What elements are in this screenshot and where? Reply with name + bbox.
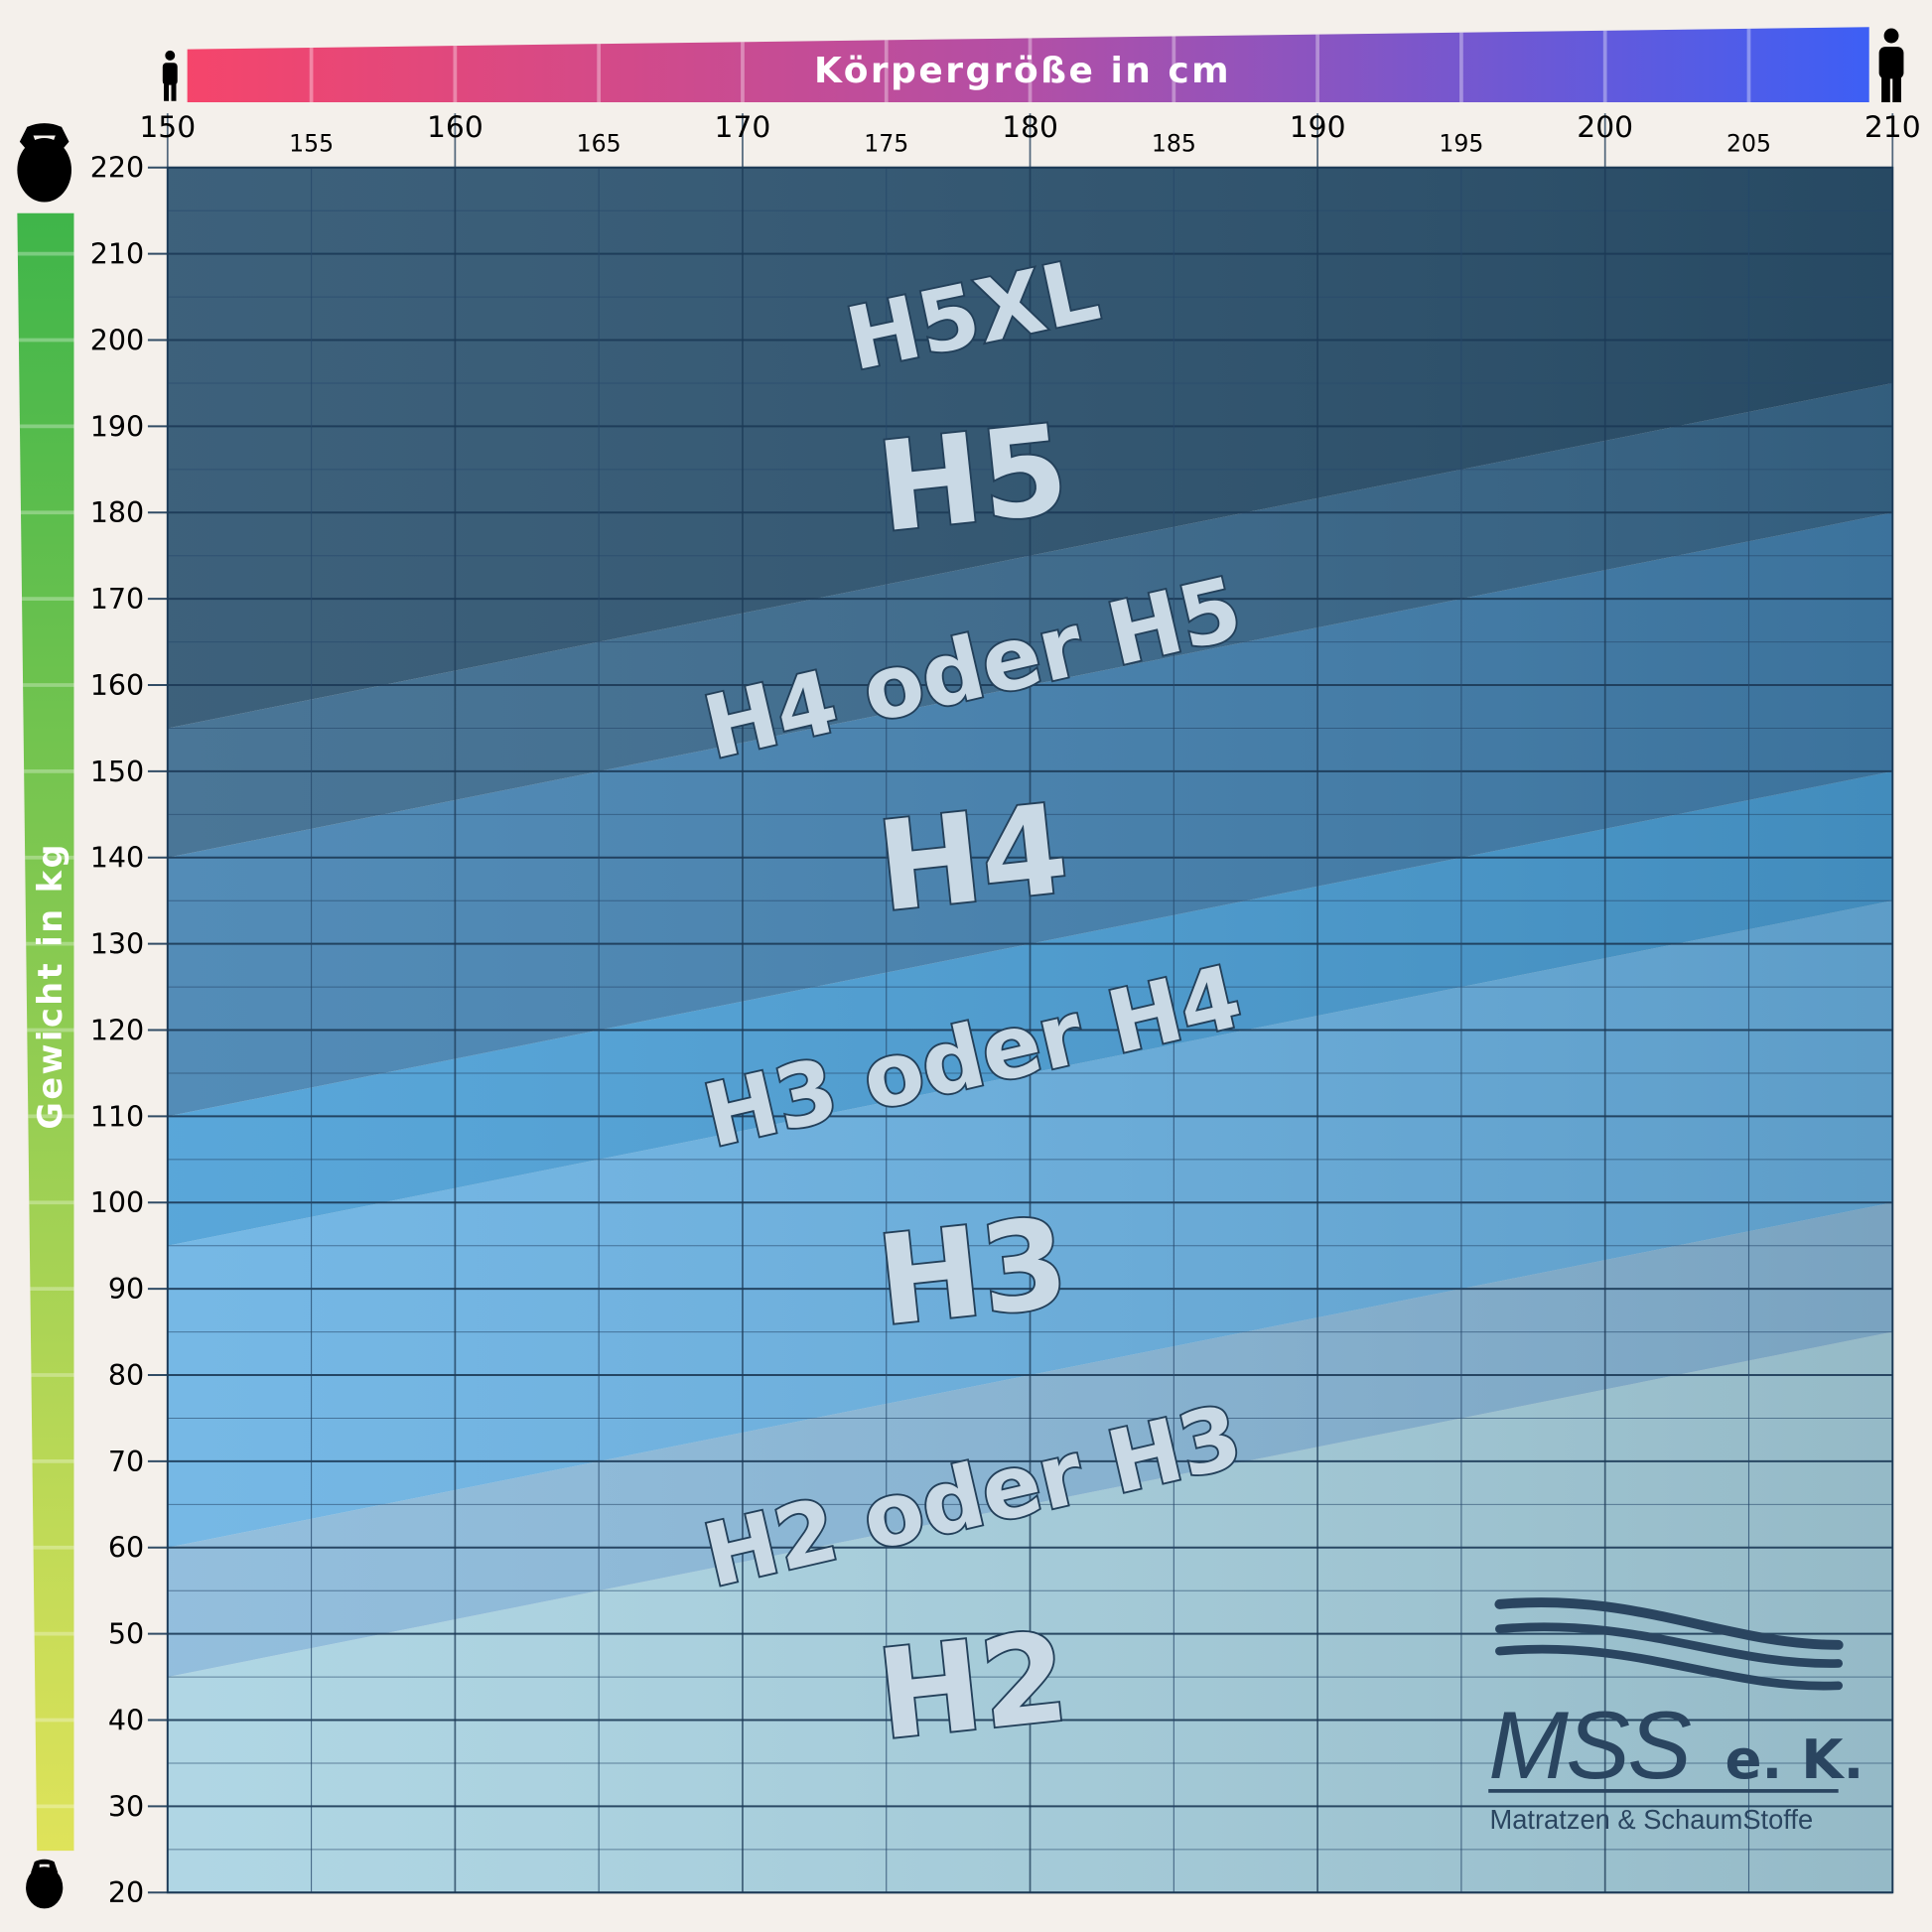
- plot-border: [166, 166, 1894, 1894]
- logo-tagline: Matratzen & SchaumStoffe: [1489, 1804, 1813, 1835]
- kettlebell-large-icon: [17, 123, 71, 203]
- x-axis-title: Körpergröße in cm: [814, 51, 1231, 91]
- height-bar: [187, 27, 1869, 103]
- logo-name: MSS: [1488, 1691, 1691, 1799]
- grid: [147, 113, 1894, 1894]
- x-tick-label: 160: [427, 110, 483, 145]
- x-tick-label: 210: [1864, 110, 1921, 145]
- x-tick-label: 190: [1290, 110, 1346, 145]
- x-tick-label: 175: [864, 130, 908, 158]
- y-tick-label: 30: [108, 1790, 144, 1823]
- person-small-icon: [162, 50, 178, 101]
- y-tick-label: 160: [90, 669, 144, 702]
- y-tick-label: 190: [90, 410, 144, 443]
- y-tick-label: 180: [90, 496, 144, 529]
- y-tick-label: 120: [90, 1014, 144, 1046]
- x-tick-label: 180: [1002, 110, 1058, 145]
- x-tick-label: 205: [1726, 130, 1771, 158]
- zone-label: H2: [872, 1606, 1074, 1768]
- y-tick-label: 80: [108, 1359, 144, 1392]
- kettlebell-small-icon: [26, 1859, 64, 1909]
- zone-label: H5: [872, 398, 1074, 560]
- y-tick-label: 150: [90, 756, 144, 788]
- person-large-icon: [1878, 28, 1904, 103]
- y-tick-label: 50: [108, 1618, 144, 1651]
- logo: MSS e. K. Matratzen & SchaumStoffe: [1488, 1597, 1864, 1835]
- x-tick-label: 165: [577, 130, 621, 158]
- x-tick-label: 195: [1439, 130, 1483, 158]
- y-tick-label: 100: [90, 1186, 144, 1219]
- weight-bar: [17, 212, 74, 1852]
- y-tick-label: 210: [90, 238, 144, 271]
- y-tick-label: 70: [108, 1446, 144, 1478]
- x-tick-label: 170: [715, 110, 771, 145]
- y-tick-label: 220: [90, 152, 144, 185]
- y-tick-label: 40: [108, 1704, 144, 1736]
- x-tick-label: 150: [139, 110, 196, 145]
- x-tick-label: 200: [1577, 110, 1633, 145]
- y-tick-label: 90: [108, 1273, 144, 1306]
- logo-suffix: e. K.: [1725, 1727, 1864, 1791]
- y-tick-label: 200: [90, 324, 144, 356]
- zone-label: H4: [872, 778, 1074, 940]
- y-tick-label: 130: [90, 928, 144, 961]
- x-tick-label: 185: [1152, 130, 1196, 158]
- y-tick-label: 20: [108, 1876, 144, 1909]
- y-axis-title: Gewicht in kg: [31, 842, 69, 1130]
- y-tick-label: 110: [90, 1100, 144, 1133]
- y-tick-label: 170: [90, 583, 144, 616]
- tick-labels: 150 160 170 180 190 200 210 155 165 175 185 195 205 2…: [90, 110, 1921, 1909]
- y-tick-label: 140: [90, 842, 144, 875]
- y-tick-label: 60: [108, 1532, 144, 1565]
- x-tick-label: 155: [289, 130, 334, 158]
- zone-label: H3: [872, 1192, 1074, 1354]
